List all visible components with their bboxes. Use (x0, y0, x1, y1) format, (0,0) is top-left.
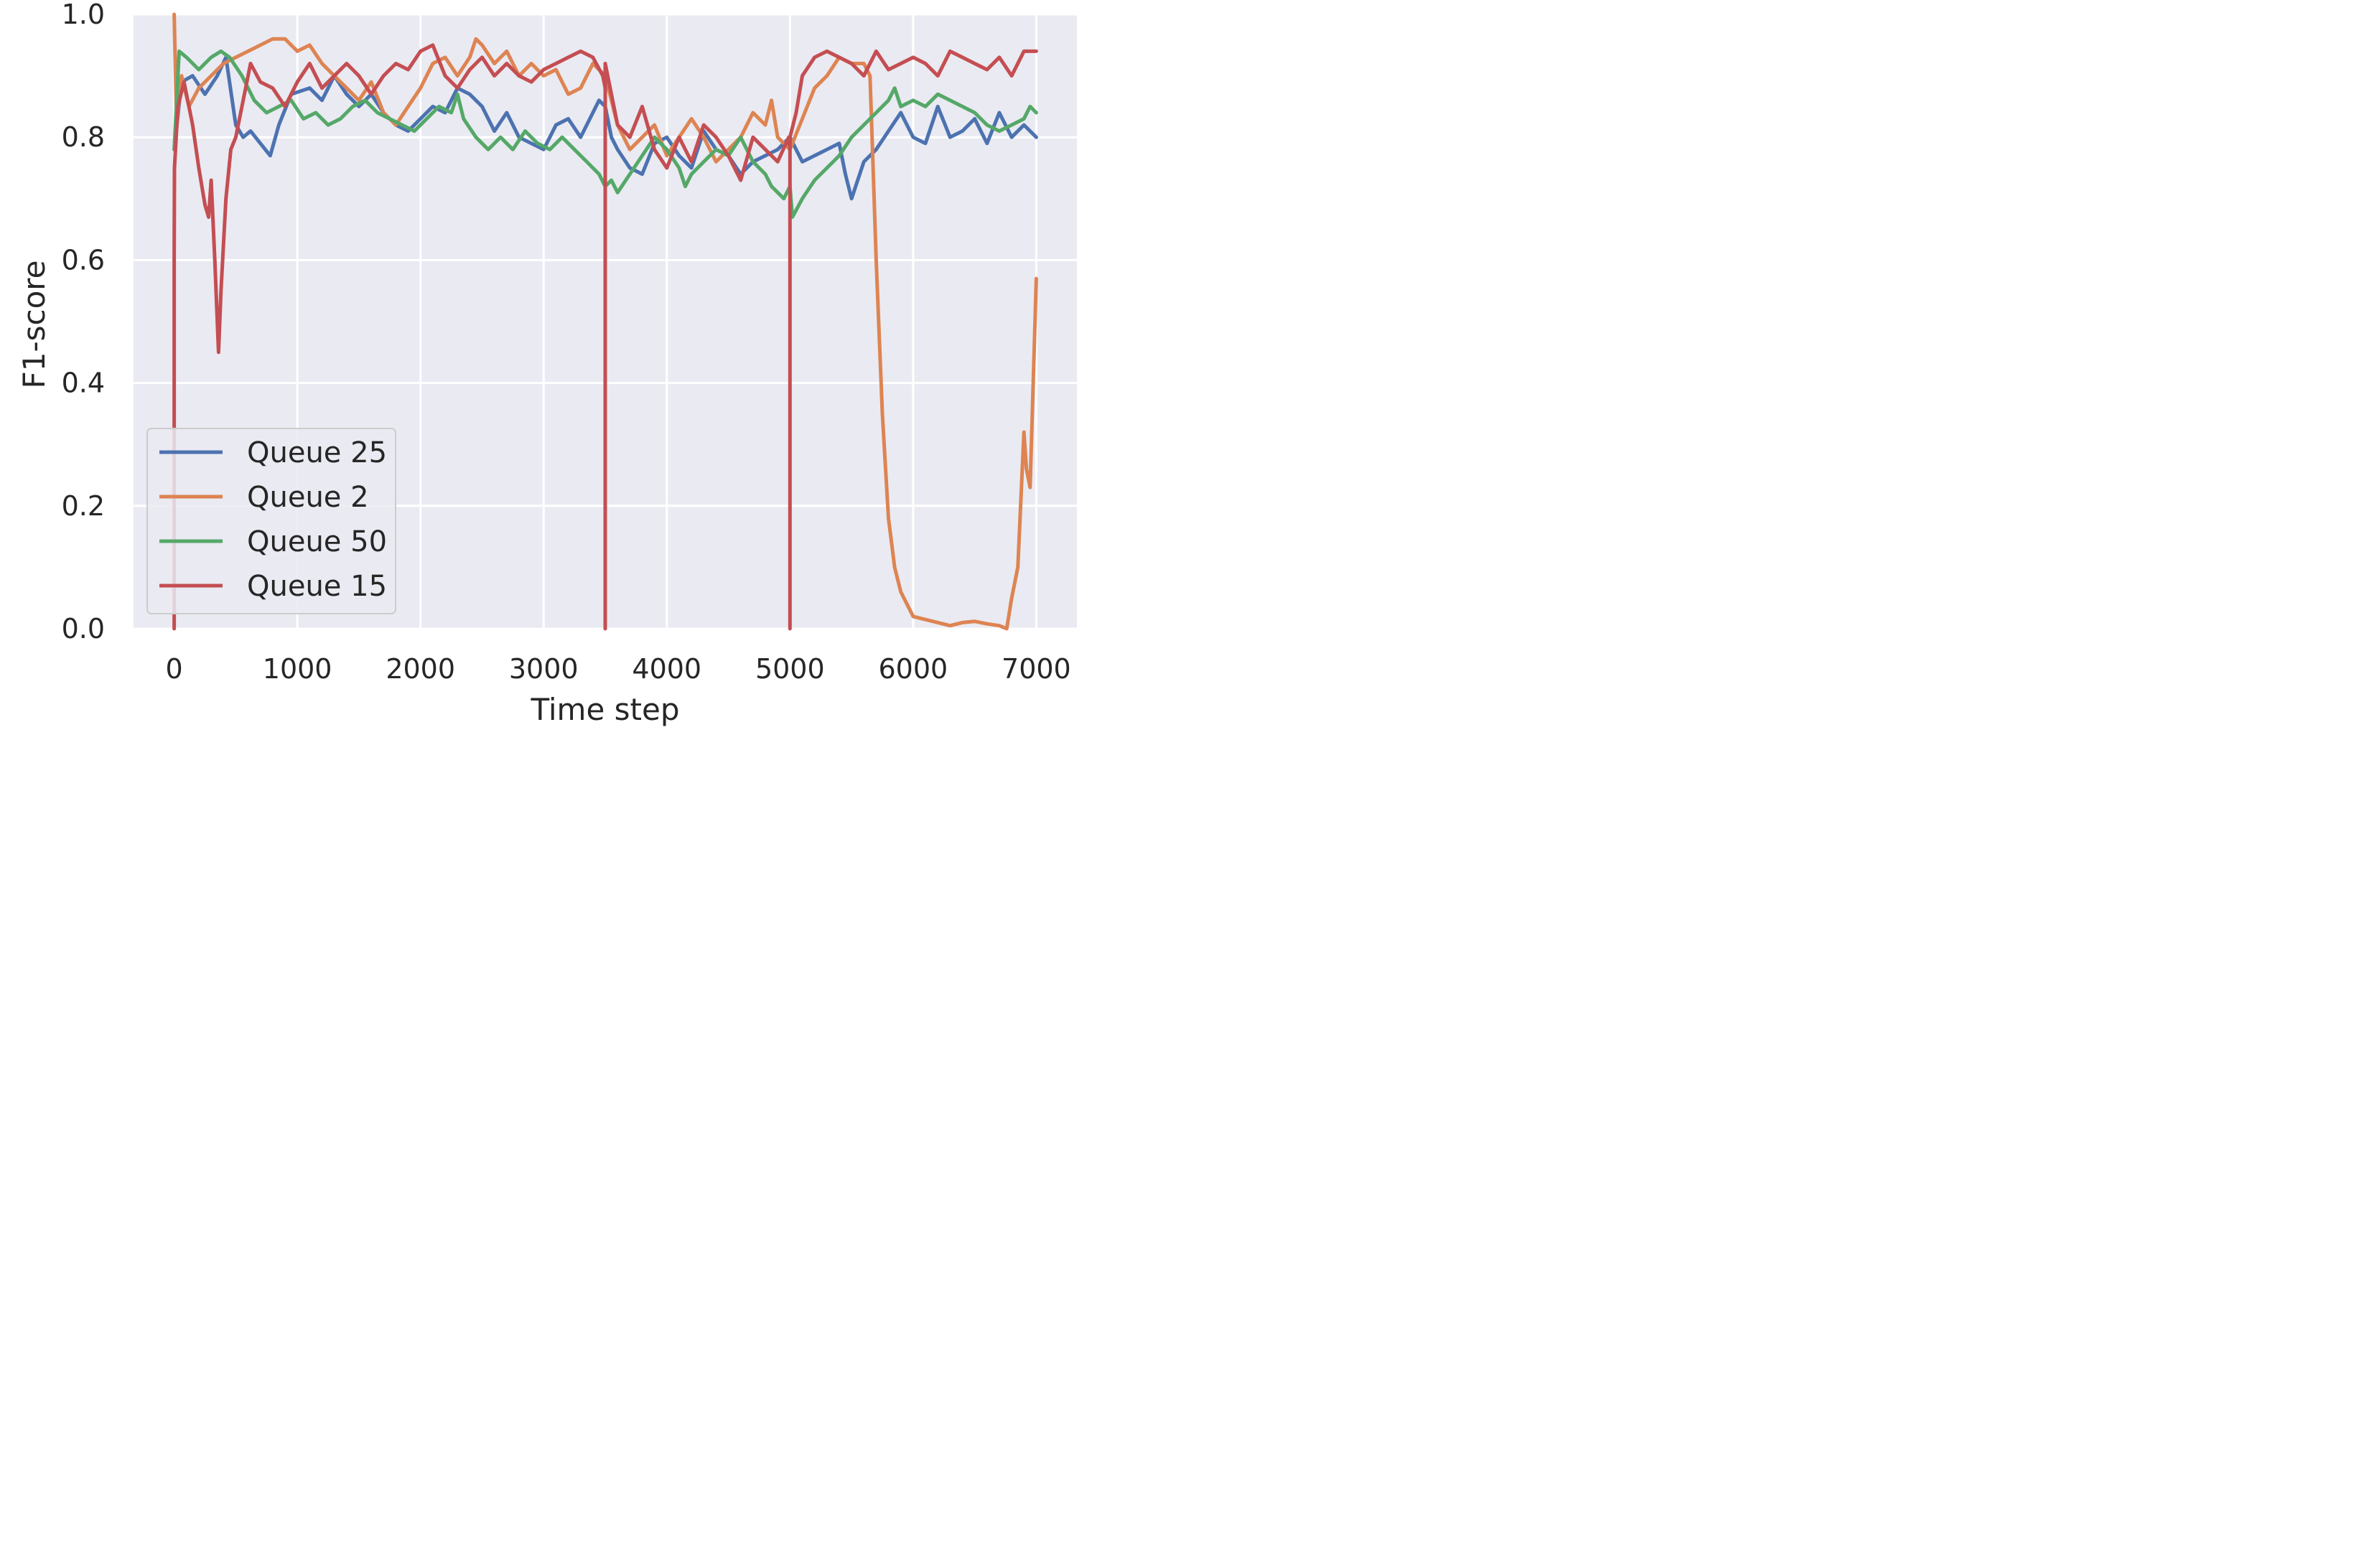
legend-label: Queue 50 (247, 525, 387, 558)
y-axis-title: F1-score (17, 261, 52, 389)
x-tick-label: 2000 (386, 653, 455, 685)
y-tick-label: 0.4 (62, 367, 105, 399)
series-line-2 (172, 12, 1038, 631)
x-tick-label: 1000 (263, 653, 332, 685)
y-tick-label: 0.2 (62, 490, 105, 522)
x-tick-label: 0 (166, 653, 183, 685)
legend: Queue 25 Queue 2 Queue 50 Queue 15 (146, 428, 396, 614)
y-axis-ticks: 0.0 0.2 0.4 0.6 0.8 1.0 (62, 0, 105, 645)
legend-label: Queue 15 (247, 570, 387, 603)
x-tick-label: 3000 (509, 653, 579, 685)
y-tick-label: 1.0 (62, 0, 105, 30)
x-axis-title: Time step (531, 692, 680, 727)
x-tick-label: 6000 (878, 653, 948, 685)
y-tick-label: 0.6 (62, 244, 105, 276)
legend-frame (146, 428, 396, 614)
legend-label: Queue 2 (247, 481, 369, 514)
legend-label: Queue 25 (247, 436, 387, 469)
y-tick-label: 0.0 (62, 613, 105, 645)
x-tick-label: 5000 (755, 653, 825, 685)
line-chart: 0 1000 2000 3000 4000 5000 6000 7000 0.00.20.40… (17, 0, 1077, 727)
x-axis-ticks: 0 1000 2000 3000 4000 5000 6000 7000 (166, 653, 1071, 685)
series-line-4 (172, 43, 1038, 631)
x-tick-label: 7000 (1002, 653, 1071, 685)
x-tick-label: 4000 (632, 653, 701, 685)
series-line-1 (172, 55, 1038, 201)
series-line-3 (172, 49, 1038, 219)
y-tick-label: 0.8 (62, 121, 105, 153)
series-lines (172, 12, 1038, 631)
